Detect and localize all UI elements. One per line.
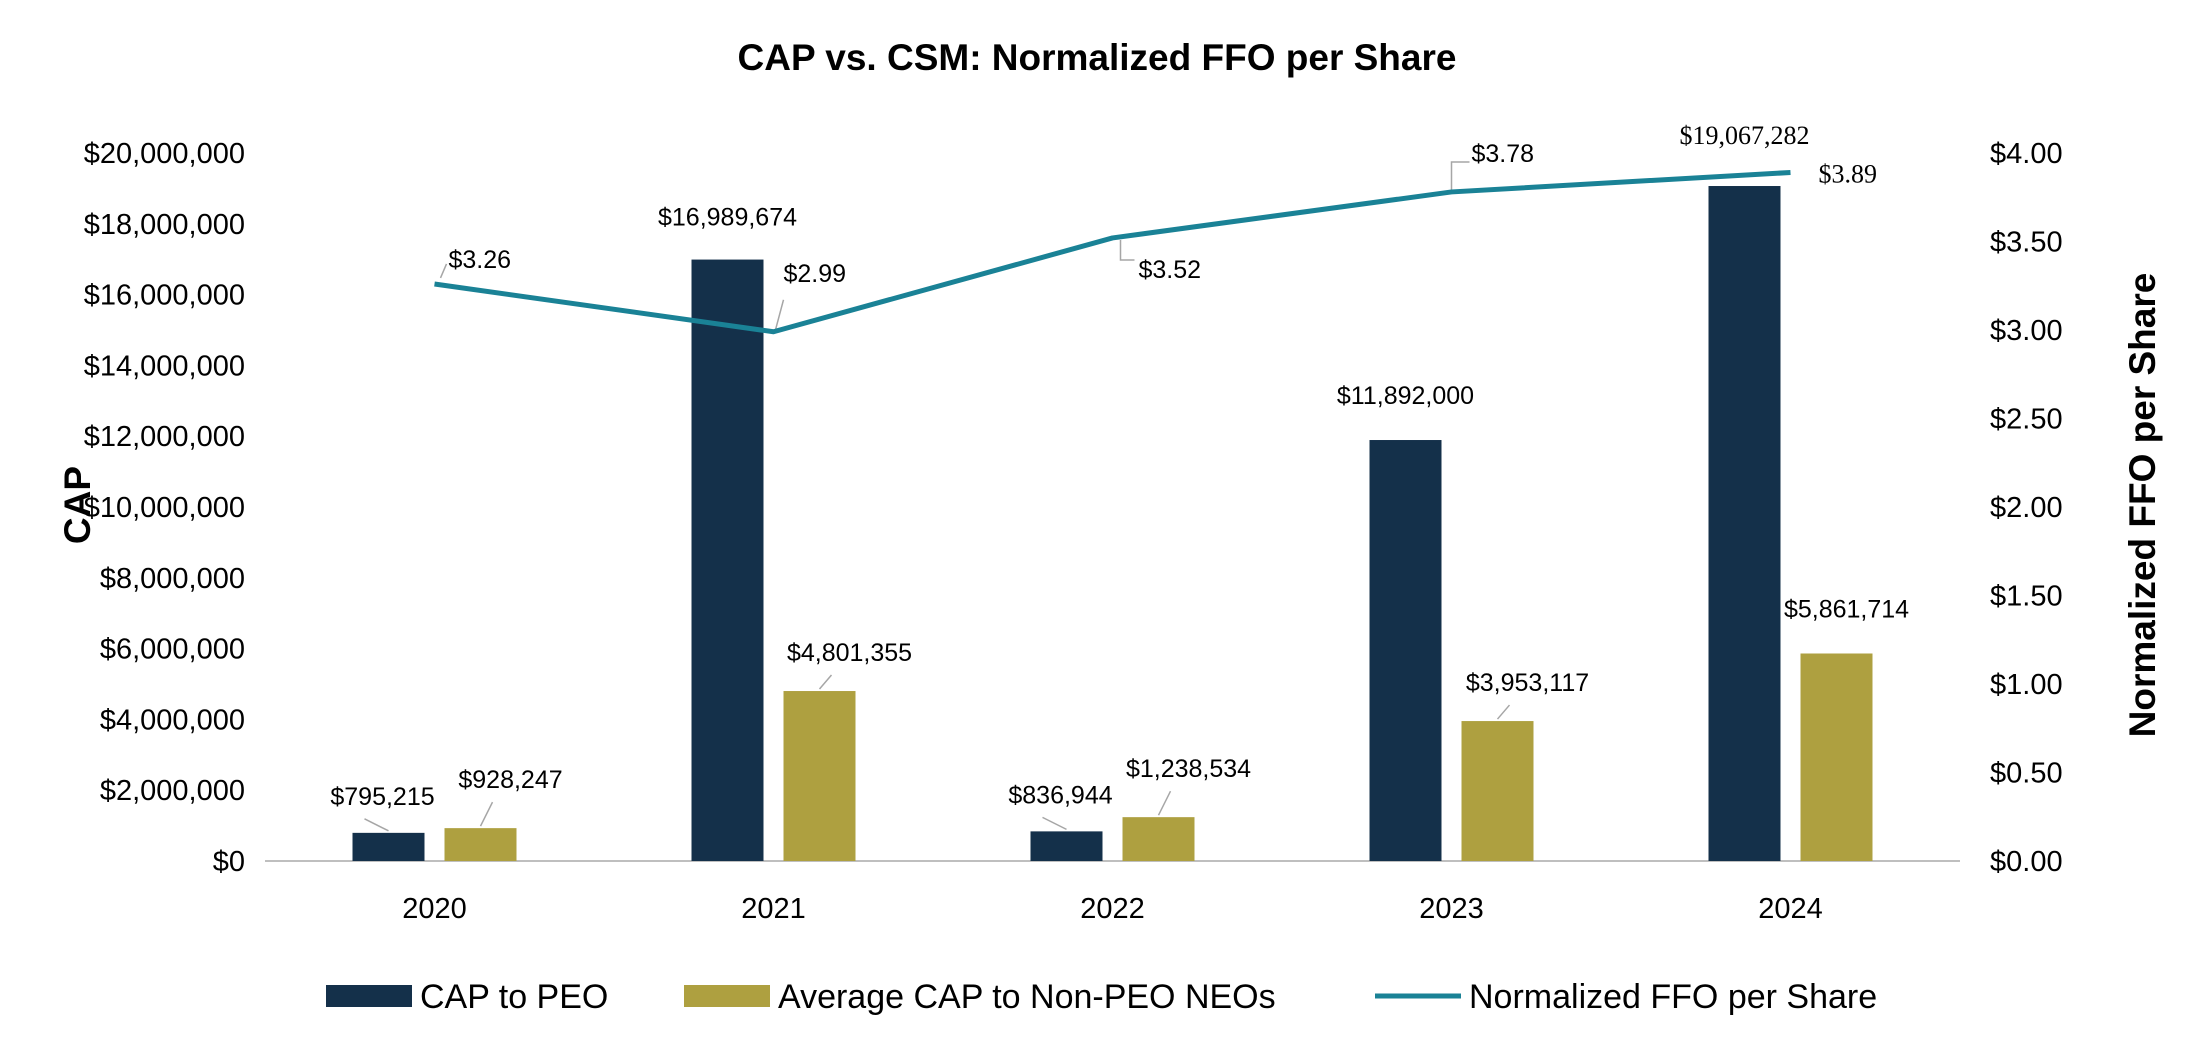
bar-avg-cap-non-peo: [1800, 653, 1873, 861]
x-tick-label: 2021: [741, 893, 806, 925]
ffo-data-label: $3.78: [1472, 140, 1535, 168]
bar-data-label: $795,215: [330, 783, 434, 811]
label-leader-line: [1119, 239, 1135, 261]
bar-data-label: $836,944: [1008, 781, 1112, 809]
bars: [352, 186, 1873, 862]
label-leader-line: [364, 818, 389, 832]
legend-label: Average CAP to Non-PEO NEOs: [778, 978, 1276, 1016]
y-left-tick-label: $20,000,000: [84, 138, 245, 170]
x-tick-label: 2020: [402, 893, 467, 925]
legend[interactable]: CAP to PEO Average CAP to Non-PEO NEOs Nor…: [326, 978, 1877, 1016]
ffo-line: [434, 169, 1791, 335]
y-right-tick-label: $4.00: [1990, 138, 2063, 170]
chart-title: CAP vs. CSM: Normalized FFO per Share: [738, 37, 1457, 78]
y-right-tick-label: $0.50: [1990, 758, 2063, 790]
ffo-data-label: $2.99: [784, 260, 847, 288]
y-right-tick-label: $1.00: [1990, 669, 2063, 701]
bar-data-label: $3,953,117: [1466, 669, 1589, 697]
y-axis-left-title: CAP: [57, 466, 98, 544]
y-right-tick-label: $3.50: [1990, 227, 2063, 259]
bar-avg-cap-non-peo: [444, 828, 517, 861]
bar-avg-cap-non-peo: [1122, 817, 1195, 861]
y-right-tick-label: $2.50: [1990, 404, 2063, 436]
label-leader-line: [774, 299, 785, 330]
y-left-tick-label: $2,000,000: [100, 775, 245, 807]
y-axis-left-ticks: $0 $2,000,000 $4,000,000 $6,000,000 $8,000,0…: [84, 138, 245, 878]
y-right-tick-label: $3.00: [1990, 315, 2063, 347]
label-leader-lines: [364, 161, 1511, 832]
y-axis-right-title: Normalized FFO per Share: [2122, 273, 2163, 738]
ffo-line-series: [434, 169, 1791, 335]
y-right-tick-label: $0.00: [1990, 846, 2063, 878]
label-leader-line: [818, 674, 833, 690]
x-axis: 2020 2021 2022 2023 2024: [265, 860, 1960, 925]
legend-item-avg-cap-non-peo[interactable]: Average CAP to Non-PEO NEOs: [684, 978, 1276, 1016]
label-leader-line: [1157, 790, 1172, 816]
bar-data-label: $5,861,714: [1784, 595, 1909, 623]
y-left-tick-label: $18,000,000: [84, 209, 245, 241]
bar-data-label: $19,067,282: [1680, 121, 1810, 150]
legend-label: CAP to PEO: [420, 978, 608, 1016]
bar-cap-to-peo: [691, 259, 764, 861]
bar-data-label: $16,989,674: [658, 204, 797, 232]
label-leader-line: [1496, 704, 1511, 720]
y-left-tick-label: $0: [213, 846, 245, 878]
y-left-tick-label: $10,000,000: [84, 492, 245, 524]
label-leader-line: [1042, 816, 1067, 831]
legend-swatch: [326, 985, 412, 1007]
y-right-tick-label: $2.00: [1990, 492, 2063, 524]
y-left-tick-label: $14,000,000: [84, 350, 245, 382]
legend-label: Normalized FFO per Share: [1469, 978, 1877, 1016]
ffo-data-label: $3.89: [1819, 159, 1878, 188]
bar-data-label: $928,247: [458, 766, 562, 794]
x-tick-label: 2023: [1419, 893, 1484, 925]
bar-data-label: $1,238,534: [1126, 755, 1251, 783]
bar-data-label: $4,801,355: [787, 639, 912, 667]
legend-item-normalized-ffo[interactable]: Normalized FFO per Share: [1375, 978, 1877, 1016]
bar-cap-to-peo: [1708, 186, 1781, 862]
y-left-tick-label: $12,000,000: [84, 421, 245, 453]
bar-avg-cap-non-peo: [783, 691, 856, 861]
x-tick-label: 2024: [1758, 893, 1823, 925]
x-tick-label: 2022: [1080, 893, 1145, 925]
y-left-tick-label: $8,000,000: [100, 563, 245, 595]
y-left-tick-label: $6,000,000: [100, 634, 245, 666]
bar-cap-to-peo: [1369, 440, 1442, 861]
y-left-tick-label: $16,000,000: [84, 280, 245, 312]
bar-cap-to-peo: [352, 832, 425, 861]
y-left-tick-label: $4,000,000: [100, 704, 245, 736]
bar-avg-cap-non-peo: [1461, 721, 1534, 861]
label-leader-line: [1450, 161, 1470, 190]
y-right-tick-label: $1.50: [1990, 581, 2063, 613]
y-axis-right-ticks: $0.00 $0.50 $1.00 $1.50 $2.00 $2.50 $3.00 $3.50…: [1990, 138, 2063, 878]
data-labels: $795,215 $928,247 $16,989,674 $4,801,355 $83…: [330, 121, 1909, 811]
ffo-data-label: $3.52: [1139, 256, 1202, 284]
legend-item-cap-to-peo[interactable]: CAP to PEO: [326, 978, 608, 1016]
bar-data-label: $11,892,000: [1337, 382, 1474, 410]
legend-swatch: [684, 985, 770, 1007]
bar-cap-to-peo: [1030, 831, 1103, 861]
ffo-data-label: $3.26: [449, 246, 512, 274]
label-leader-line: [439, 263, 448, 279]
label-leader-line: [479, 801, 494, 827]
